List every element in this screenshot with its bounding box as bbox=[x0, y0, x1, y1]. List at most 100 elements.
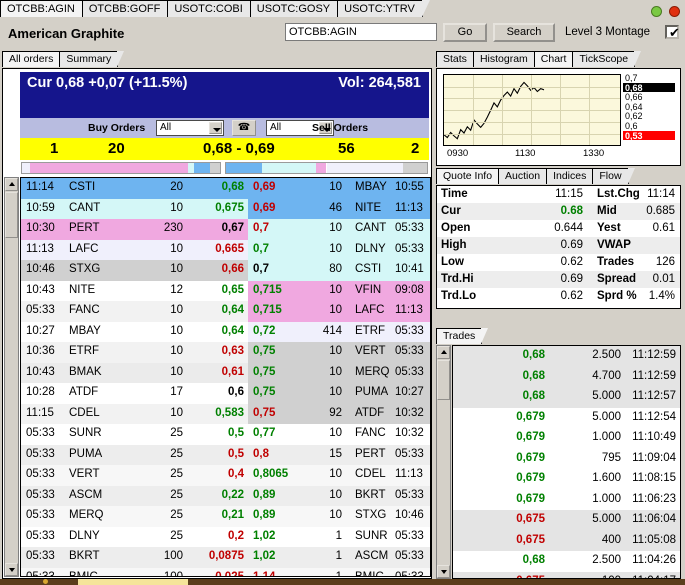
close-dot-icon[interactable] bbox=[669, 6, 680, 17]
chevron-down-icon[interactable] bbox=[209, 122, 222, 134]
bid-mm: STXG bbox=[69, 263, 101, 275]
tab-flow[interactable]: Flow bbox=[592, 168, 635, 184]
quote-key: Trd.Lo bbox=[441, 290, 477, 302]
taskbar-start-icon[interactable] bbox=[43, 579, 48, 584]
bid-cell bbox=[21, 547, 248, 568]
tab-quote-info[interactable]: Quote Info bbox=[436, 168, 506, 184]
quote-value: 0.69 bbox=[560, 273, 583, 285]
bid-price: 0,675 bbox=[215, 201, 244, 214]
trade-time: 11:12:57 bbox=[632, 390, 676, 402]
go-button[interactable]: Go bbox=[443, 23, 487, 42]
table-row[interactable]: 05:33 PUMA 25 0,5 0,8 15 PERT 05:33 bbox=[21, 444, 430, 465]
trade-price: 0,679 bbox=[516, 410, 545, 423]
info-panel: Stats Histogram Chart TickScope 0,7 0,68 0,66… bbox=[436, 51, 681, 579]
bid-time: 11:13 bbox=[26, 242, 54, 255]
ask-price: 0,75 bbox=[253, 345, 276, 357]
y-tick: 0,64 bbox=[625, 101, 643, 112]
table-row[interactable]: 11:15 CDEL 10 0,583 0,75 92 ATDF 10:32 bbox=[21, 403, 430, 424]
ask-cell bbox=[248, 444, 430, 465]
order-table-scrollbar[interactable] bbox=[4, 177, 19, 577]
scroll-up-icon[interactable] bbox=[5, 178, 18, 191]
gridline-h bbox=[444, 133, 620, 135]
scroll-thumb[interactable] bbox=[5, 192, 18, 238]
trade-time: 11:08:15 bbox=[632, 472, 676, 484]
ask-time: 11:13 bbox=[395, 201, 423, 214]
bid-price: 0,583 bbox=[215, 406, 244, 419]
table-row[interactable]: 10:43 BMAK 10 0,61 0,75 10 MERQ 05:33 bbox=[21, 362, 430, 383]
table-row[interactable]: 10:30 PERT 230 0,67 0,7 10 CANT 05:33 bbox=[21, 219, 430, 240]
table-row[interactable]: 05:33 SUNR 25 0,5 0,77 10 FANC 10:32 bbox=[21, 424, 430, 445]
trade-row: 0,679 1.000 11:06:23 bbox=[453, 490, 680, 511]
ask-size: 10 bbox=[329, 222, 342, 234]
document-tab-otcbb-goff[interactable]: OTCBB:GOFF bbox=[81, 0, 177, 18]
table-row[interactable]: 05:33 BKRT 100 0,0875 1,02 1 ASCM 05:33 bbox=[21, 547, 430, 568]
bid-size: 20 bbox=[170, 181, 183, 193]
tab-chart[interactable]: Chart bbox=[533, 51, 580, 67]
y-tick: 0,66 bbox=[625, 92, 643, 103]
table-row[interactable]: 10:59 CANT 10 0,675 0,69 46 NITE 11:13 bbox=[21, 198, 430, 219]
table-row[interactable]: 05:33 FANC 10 0,64 0,715 10 LAFC 11:13 bbox=[21, 301, 430, 322]
ask-size: 10 bbox=[329, 365, 342, 378]
page-title: American Graphite bbox=[8, 26, 125, 41]
table-row[interactable]: 10:46 STXG 10 0,66 0,7 80 CSTI 10:41 bbox=[21, 260, 430, 281]
depth-segment bbox=[22, 163, 30, 173]
table-row[interactable]: 10:28 ATDF 17 0,6 0,75 10 PUMA 10:27 bbox=[21, 383, 430, 404]
scroll-down-icon[interactable] bbox=[437, 565, 450, 578]
tab-trades[interactable]: Trades bbox=[436, 328, 489, 344]
trade-price: 0,675 bbox=[516, 513, 545, 525]
search-button[interactable]: Search bbox=[493, 23, 555, 42]
tab-tickscope[interactable]: TickScope bbox=[572, 51, 641, 67]
depth-bar-bid bbox=[21, 162, 221, 174]
table-row[interactable]: 11:14 CSTI 20 0,68 0,69 10 MBAY 10:55 bbox=[21, 178, 430, 199]
tab-indices[interactable]: Indices bbox=[546, 168, 600, 184]
depth-segment bbox=[210, 163, 220, 173]
table-row[interactable]: 10:27 MBAY 10 0,64 0,72 414 ETRF 05:33 bbox=[21, 321, 430, 342]
table-row[interactable]: 10:43 NITE 12 0,65 0,715 10 VFIN 09:08 bbox=[21, 280, 430, 301]
level3-montage-checkbox[interactable]: ✔ bbox=[665, 25, 680, 40]
symbol-input[interactable]: OTCBB:AGIN bbox=[285, 23, 437, 41]
table-row[interactable]: 05:33 DLNY 25 0,2 1,02 1 SUNR 05:33 bbox=[21, 526, 430, 547]
quote-value: 0.62 bbox=[560, 290, 583, 302]
taskbar-window-button[interactable] bbox=[78, 579, 188, 585]
tab-summary[interactable]: Summary bbox=[59, 51, 125, 67]
scroll-down-icon[interactable] bbox=[5, 563, 18, 576]
table-row[interactable]: 05:33 BMIC 100 0,025 1,14 1 BMIC 05:33 bbox=[21, 567, 430, 576]
chevron-down-icon[interactable] bbox=[319, 122, 332, 134]
ask-size: 10 bbox=[329, 427, 342, 439]
tab-histogram[interactable]: Histogram bbox=[472, 51, 541, 67]
table-row[interactable]: 11:13 LAFC 10 0,665 0,7 10 DLNY 05:33 bbox=[21, 239, 430, 260]
sell-orders-filter-select[interactable]: All bbox=[266, 120, 334, 136]
depth-segment bbox=[194, 163, 211, 173]
ask-time: 11:13 bbox=[395, 468, 423, 480]
bid-cell bbox=[21, 280, 248, 301]
quote-key: Trd.Hi bbox=[441, 273, 474, 285]
document-tab-otcbb-agin[interactable]: OTCBB:AGIN bbox=[0, 0, 91, 18]
tab-all-orders[interactable]: All orders bbox=[2, 51, 67, 67]
trades-scrollbar[interactable] bbox=[436, 345, 451, 579]
table-row[interactable]: 05:33 ASCM 25 0,22 0,89 10 BKRT 05:33 bbox=[21, 485, 430, 506]
trade-price: 0,679 bbox=[516, 431, 545, 443]
tab-auction[interactable]: Auction bbox=[498, 168, 554, 184]
ask-cell bbox=[248, 485, 430, 506]
tab-stats[interactable]: Stats bbox=[436, 51, 480, 67]
table-row[interactable]: 05:33 MERQ 25 0,21 0,89 10 STXG 10:46 bbox=[21, 506, 430, 527]
quote-row: Trd.Hi 0.69 Spread 0.01 bbox=[437, 271, 680, 288]
ask-price: 1,02 bbox=[253, 529, 276, 542]
trade-volume: 5.000 bbox=[592, 513, 621, 525]
link-chain-icon-button[interactable]: ☎ bbox=[232, 120, 256, 136]
document-tab-usotc-gosy[interactable]: USOTC:GOSY bbox=[249, 0, 347, 18]
buy-orders-filter-select[interactable]: All bbox=[156, 120, 224, 136]
scroll-up-icon[interactable] bbox=[437, 346, 450, 359]
document-tab-usotc-ytrv[interactable]: USOTC:YTRV bbox=[337, 0, 431, 18]
document-tab-usotc-cobi[interactable]: USOTC:COBI bbox=[167, 0, 259, 18]
minimize-dot-icon[interactable] bbox=[650, 6, 662, 17]
table-row[interactable]: 05:33 VERT 25 0,4 0,8065 10 CDEL 11:13 bbox=[21, 465, 430, 486]
trade-volume: 1.000 bbox=[592, 492, 621, 505]
bid-cell bbox=[21, 362, 248, 383]
scroll-thumb[interactable] bbox=[437, 360, 450, 400]
ask-mm: DLNY bbox=[355, 242, 386, 255]
table-row[interactable]: 10:36 ETRF 10 0,63 0,75 10 VERT 05:33 bbox=[21, 342, 430, 363]
bid-cell bbox=[21, 506, 248, 527]
quote-key-2: Trades bbox=[597, 256, 635, 268]
